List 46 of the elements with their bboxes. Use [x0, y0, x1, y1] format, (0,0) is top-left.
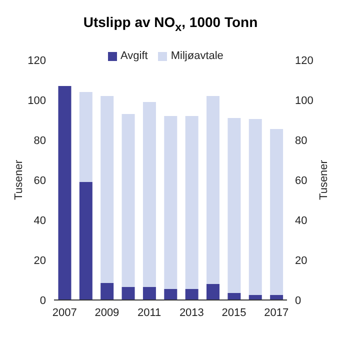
y2-tick-label: 60: [295, 174, 308, 187]
x-tick-label: 2007: [52, 306, 77, 319]
bar: [248, 295, 262, 300]
bar: [185, 116, 198, 289]
bar: [270, 129, 284, 295]
x-tick-label: 2009: [94, 306, 120, 319]
bar: [228, 118, 241, 293]
x-tick-label: 2015: [222, 306, 246, 319]
y-tick-label: 120: [28, 54, 46, 67]
bar: [100, 96, 114, 283]
bar: [185, 289, 198, 300]
x-tick-label: 2011: [137, 306, 162, 319]
y-tick-label: 0: [40, 294, 46, 307]
x-tick-label: 2017: [264, 306, 289, 319]
y2-tick-label: 100: [295, 94, 314, 107]
bar: [79, 92, 92, 182]
x-tick-label: 2013: [179, 306, 204, 319]
bar: [206, 96, 220, 284]
y2-tick-label: 80: [295, 134, 308, 147]
y2-tick-label: 40: [295, 214, 308, 227]
bar: [206, 284, 220, 300]
y2-tick-label: 0: [295, 294, 302, 307]
legend-label: Miljøavtale: [170, 50, 224, 62]
y-tick-label: 40: [34, 214, 46, 227]
bar: [270, 295, 284, 300]
bar: [142, 102, 156, 287]
y-tick-label: 80: [34, 134, 46, 147]
y2-tick-label: 20: [295, 254, 308, 267]
y-tick-label: 20: [34, 254, 46, 267]
bar: [164, 116, 178, 289]
y-tick-label: 100: [28, 94, 46, 107]
bar: [100, 283, 114, 300]
bar: [142, 287, 156, 300]
bar: [122, 114, 135, 287]
bar: [79, 182, 92, 300]
y2-axis-title: Tusener: [318, 160, 330, 200]
chart-title: Utslipp av NO$_{x}$, 1000 Tonn: [82, 13, 259, 36]
bar: [122, 287, 135, 300]
bar: [164, 289, 178, 300]
bar: [228, 293, 241, 300]
y-tick-label: 60: [34, 174, 46, 187]
bar: [248, 119, 262, 295]
bar: [58, 86, 72, 300]
y-axis-title: Tusener: [12, 160, 25, 200]
legend-label: Avgift: [120, 50, 148, 62]
y2-tick-label: 120: [295, 54, 314, 67]
